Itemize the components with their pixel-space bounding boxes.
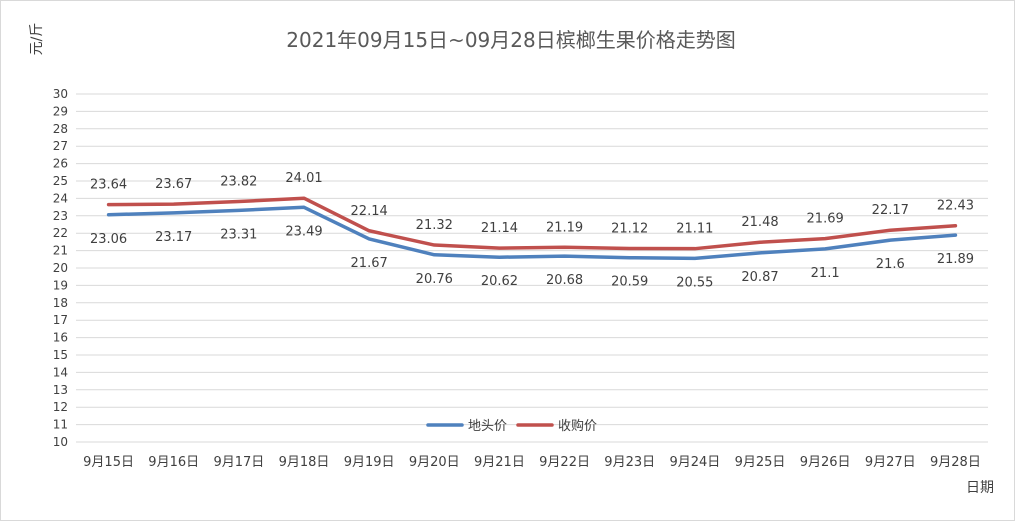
x-tick-label: 9月15日	[83, 455, 134, 470]
y-tick-label: 11	[53, 418, 68, 432]
data-label: 23.67	[155, 177, 192, 192]
data-label: 23.06	[90, 232, 127, 247]
y-axis-label: 元/斤	[29, 23, 45, 56]
y-tick-label: 19	[53, 278, 68, 292]
y-tick-label: 13	[53, 383, 68, 397]
data-label: 20.55	[676, 275, 713, 290]
x-tick-label: 9月28日	[930, 455, 981, 470]
gridlines	[76, 93, 988, 443]
x-tick-label: 9月24日	[669, 455, 720, 470]
y-tick-label: 21	[53, 244, 68, 258]
legend-label: 收购价	[558, 418, 597, 434]
x-tick-label: 9月26日	[800, 455, 851, 470]
x-tick-label: 9月21日	[474, 455, 525, 470]
data-label: 22.17	[872, 203, 909, 218]
y-tick-label: 25	[53, 174, 68, 188]
y-tick-label: 29	[53, 104, 68, 118]
data-label: 21.32	[416, 218, 453, 233]
data-label: 23.31	[220, 227, 257, 242]
y-tick-label: 26	[53, 157, 68, 171]
y-tick-label: 17	[53, 313, 68, 327]
data-label: 21.89	[937, 252, 974, 267]
x-tick-label: 9月23日	[604, 455, 655, 470]
data-label: 21.1	[811, 266, 840, 281]
data-label: 21.67	[351, 256, 388, 271]
y-tick-label: 24	[53, 191, 68, 205]
data-label: 21.19	[546, 220, 583, 235]
data-label: 21.48	[741, 215, 778, 230]
y-tick-label: 15	[53, 348, 68, 362]
x-tick-label: 9月20日	[409, 455, 460, 470]
y-tick-label: 10	[53, 435, 68, 449]
y-tick-label: 27	[53, 139, 68, 153]
data-label: 23.82	[220, 175, 257, 190]
data-label: 22.43	[937, 199, 974, 214]
y-tick-label: 30	[53, 87, 68, 101]
legend: 地头价 收购价	[426, 418, 597, 434]
data-label: 21.6	[876, 257, 905, 272]
data-label: 21.14	[481, 221, 518, 236]
x-tick-label: 9月22日	[539, 455, 590, 470]
data-label: 20.62	[481, 274, 518, 289]
data-label: 20.68	[546, 273, 583, 288]
y-tick-label: 22	[53, 226, 68, 240]
data-label: 21.11	[676, 222, 713, 237]
data-labels: 23.06 23.17 23.31 23.49 21.67 20.76 20.62 20.68…	[90, 171, 974, 290]
x-axis-label: 日期	[966, 480, 994, 496]
data-label: 20.76	[416, 272, 453, 287]
chart-title: 2021年09月15日~09月28日槟榔生果价格走势图	[286, 28, 735, 52]
data-label: 23.64	[90, 178, 127, 193]
data-label: 24.01	[285, 171, 322, 186]
legend-label: 地头价	[468, 419, 507, 434]
data-label: 20.59	[611, 275, 648, 290]
y-tick-label: 28	[53, 122, 68, 136]
data-label: 20.87	[741, 270, 778, 285]
series-line-2	[106, 196, 958, 251]
x-tick-label: 9月17日	[213, 455, 264, 470]
x-tick-label: 9月16日	[148, 455, 199, 470]
data-label: 21.69	[807, 212, 844, 227]
y-tick-labels: 10 11 12 13 14 15 16 17 18 19 20 21 22 23 24 25 26 27 28 29…	[53, 87, 68, 449]
series-lines	[106, 196, 958, 261]
y-tick-label: 23	[53, 209, 68, 223]
y-tick-label: 12	[53, 400, 68, 414]
data-label: 23.49	[285, 224, 322, 239]
x-tick-label: 9月27日	[865, 455, 916, 470]
y-tick-label: 16	[53, 331, 68, 345]
x-tick-label: 9月19日	[344, 455, 395, 470]
y-tick-label: 20	[53, 261, 68, 275]
y-tick-label: 14	[53, 365, 68, 379]
x-tick-label: 9月18日	[279, 455, 330, 470]
data-label: 23.17	[155, 230, 192, 245]
y-tick-label: 18	[53, 296, 68, 310]
series-line-1	[106, 205, 958, 261]
data-label: 21.12	[611, 222, 648, 237]
data-label: 22.14	[351, 204, 388, 219]
x-tick-labels: 9月15日 9月16日 9月17日 9月18日 9月19日 9月20日 9月21日 9月22日…	[83, 455, 981, 470]
x-tick-label: 9月25日	[735, 455, 786, 470]
